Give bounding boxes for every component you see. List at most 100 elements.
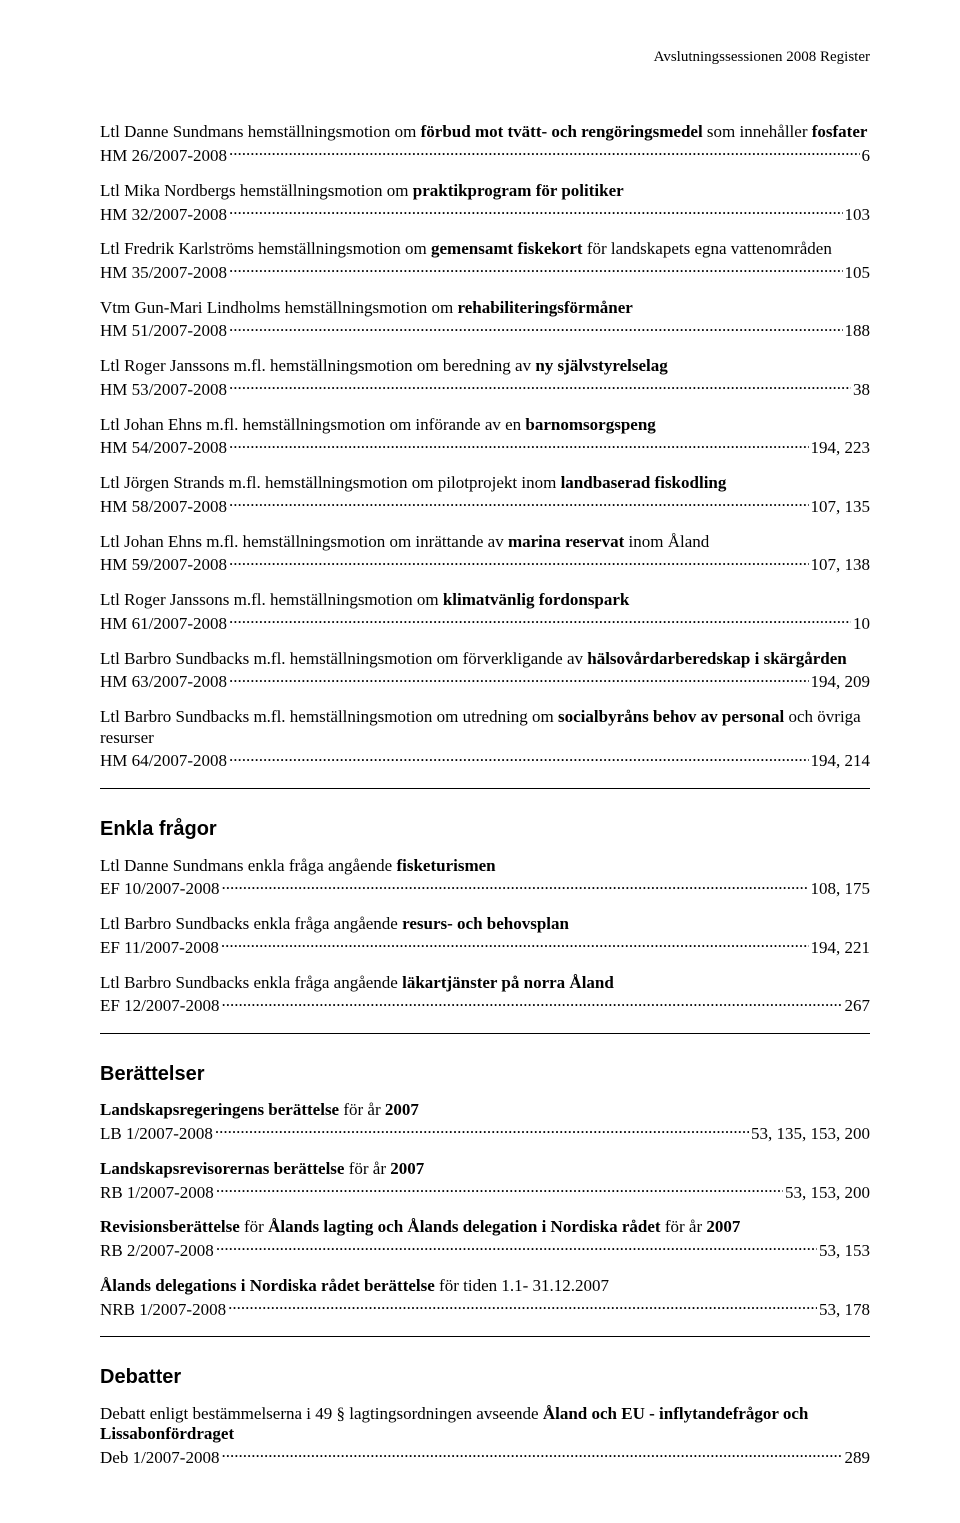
entry-bold-text: 2007 (385, 1100, 419, 1119)
page-container: Avslutningssessionen 2008 Register Ltl D… (0, 0, 960, 1523)
entry-description: Vtm Gun-Mari Lindholms hemställningsmoti… (100, 298, 870, 319)
leader-dots (229, 144, 859, 161)
entry-ref-row: HM 63/2007-2008 194, 209 (100, 670, 870, 693)
entry-bold-text: gemensamt fiskekort (431, 239, 583, 258)
entry-bold-text: resurs- och behovsplan (402, 914, 569, 933)
leader-dots (229, 749, 808, 766)
entry-description: Ltl Barbro Sundbacks m.fl. hemställnings… (100, 649, 870, 670)
entry-ref-row: EF 10/2007-2008 108, 175 (100, 877, 870, 900)
entry-text: Ltl Danne Sundmans hemställningsmotion o… (100, 122, 421, 141)
entry-bold-text: Ålands lagting och Ålands delegation i N… (268, 1217, 660, 1236)
index-entry: Landskapsrevisorernas berättelse för år … (100, 1159, 870, 1203)
entry-page-number: 6 (862, 146, 871, 167)
entry-ref-row: HM 59/2007-2008 107, 138 (100, 553, 870, 576)
entry-page-number: 267 (845, 996, 871, 1017)
leader-dots (221, 936, 809, 953)
entry-ref-row: HM 53/2007-2008 38 (100, 378, 870, 401)
entry-text: Ltl Jörgen Strands m.fl. hemställningsmo… (100, 473, 561, 492)
entry-bold-text: förbud mot tvätt- och rengöringsmedel (421, 122, 703, 141)
entry-text: för tiden 1.1- 31.12.2007 (435, 1276, 609, 1295)
index-entry: Ltl Johan Ehns m.fl. hemställningsmotion… (100, 532, 870, 576)
entry-ref-id: HM 26/2007-2008 (100, 146, 227, 167)
entry-text: Ltl Roger Janssons m.fl. hemställningsmo… (100, 590, 443, 609)
entry-description: Ålands delegations i Nordiska rådet berä… (100, 1276, 870, 1297)
entry-ref-id: EF 11/2007-2008 (100, 938, 219, 959)
entry-ref-row: HM 64/2007-2008 194, 214 (100, 749, 870, 772)
leader-dots (229, 553, 808, 570)
entry-bold-text: ny självstyrelselag (535, 356, 667, 375)
entry-ref-row: HM 54/2007-2008 194, 223 (100, 436, 870, 459)
index-entry: Ltl Danne Sundmans hemställningsmotion o… (100, 122, 870, 166)
running-head: Avslutningssessionen 2008 Register (100, 48, 870, 66)
entry-bold-text: hälsovårdarberedskap i skärgården (587, 649, 846, 668)
index-entry: Landskapsregeringens berättelse för år 2… (100, 1100, 870, 1144)
index-entry: Ltl Barbro Sundbacks m.fl. hemställnings… (100, 649, 870, 693)
index-entry: Ltl Barbro Sundbacks m.fl. hemställnings… (100, 707, 870, 772)
entry-ref-id: RB 2/2007-2008 (100, 1241, 214, 1262)
entry-page-number: 107, 135 (811, 497, 871, 518)
leader-dots (229, 612, 851, 629)
entry-ref-id: HM 32/2007-2008 (100, 205, 227, 226)
entry-description: Landskapsregeringens berättelse för år 2… (100, 1100, 870, 1121)
index-entry: Ltl Roger Janssons m.fl. hemställningsmo… (100, 356, 870, 400)
entry-page-number: 103 (845, 205, 871, 226)
entry-ref-id: HM 59/2007-2008 (100, 555, 227, 576)
leader-dots (229, 436, 808, 453)
leader-dots (221, 994, 842, 1011)
entry-page-number: 194, 221 (811, 938, 871, 959)
index-entry: Ålands delegations i Nordiska rådet berä… (100, 1276, 870, 1320)
entry-ref-id: HM 61/2007-2008 (100, 614, 227, 635)
leader-dots (221, 877, 808, 894)
index-entry: Ltl Barbro Sundbacks enkla fråga angåend… (100, 973, 870, 1017)
entry-description: Ltl Barbro Sundbacks enkla fråga angåend… (100, 914, 870, 935)
entry-ref-row: HM 32/2007-2008 103 (100, 203, 870, 226)
entry-page-number: 53, 153, 200 (785, 1183, 870, 1204)
entry-bold-text: Ålands delegations i Nordiska rådet berä… (100, 1276, 435, 1295)
entry-ref-id: HM 35/2007-2008 (100, 263, 227, 284)
entry-page-number: 108, 175 (811, 879, 871, 900)
section-divider (100, 1336, 870, 1337)
entry-description: Ltl Roger Janssons m.fl. hemställningsmo… (100, 356, 870, 377)
entry-ref-id: Deb 1/2007-2008 (100, 1448, 219, 1469)
index-entry: Ltl Danne Sundmans enkla fråga angående … (100, 856, 870, 900)
entry-ref-id: RB 1/2007-2008 (100, 1183, 214, 1204)
index-entry: Vtm Gun-Mari Lindholms hemställningsmoti… (100, 298, 870, 342)
leader-dots (229, 261, 842, 278)
leader-dots (221, 1446, 842, 1463)
entry-description: Ltl Danne Sundmans enkla fråga angående … (100, 856, 870, 877)
section-heading: Debatter (100, 1365, 870, 1389)
entry-ref-row: EF 12/2007-2008 267 (100, 994, 870, 1017)
entry-bold-text: landbaserad fiskodling (561, 473, 727, 492)
entry-description: Ltl Barbro Sundbacks m.fl. hemställnings… (100, 707, 870, 748)
section-divider (100, 1033, 870, 1034)
entry-ref-id: EF 10/2007-2008 (100, 879, 219, 900)
entry-text: för år (344, 1159, 390, 1178)
section-heading: Enkla frågor (100, 817, 870, 841)
entry-text: som innehåller (703, 122, 812, 141)
leader-dots (216, 1239, 817, 1256)
leader-dots (215, 1122, 749, 1139)
leader-dots (229, 203, 842, 220)
entry-description: Ltl Barbro Sundbacks enkla fråga angåend… (100, 973, 870, 994)
entry-page-number: 194, 214 (811, 751, 871, 772)
entry-page-number: 289 (845, 1448, 871, 1469)
entry-text: Debatt enligt bestämmelserna i 49 § lagt… (100, 1404, 543, 1423)
entry-bold-text: fosfater (812, 122, 868, 141)
entry-ref-id: HM 64/2007-2008 (100, 751, 227, 772)
section-divider (100, 788, 870, 789)
entry-bold-text: praktikprogram för politiker (413, 181, 624, 200)
entry-ref-row: LB 1/2007-2008 53, 135, 153, 200 (100, 1122, 870, 1145)
leader-dots (228, 1298, 817, 1315)
entry-description: Ltl Mika Nordbergs hemställningsmotion o… (100, 181, 870, 202)
entry-page-number: 53, 178 (819, 1300, 870, 1321)
entry-text: Ltl Mika Nordbergs hemställningsmotion o… (100, 181, 413, 200)
entry-text: Ltl Barbro Sundbacks enkla fråga angåend… (100, 973, 402, 992)
entry-page-number: 107, 138 (811, 555, 871, 576)
entry-ref-id: NRB 1/2007-2008 (100, 1300, 226, 1321)
entry-bold-text: Revisionsberättelse (100, 1217, 240, 1236)
index-entry: Ltl Mika Nordbergs hemställningsmotion o… (100, 181, 870, 225)
entry-bold-text: rehabiliteringsförmåner (457, 298, 632, 317)
leader-dots (229, 670, 808, 687)
entry-description: Ltl Johan Ehns m.fl. hemställningsmotion… (100, 532, 870, 553)
entry-ref-id: HM 58/2007-2008 (100, 497, 227, 518)
